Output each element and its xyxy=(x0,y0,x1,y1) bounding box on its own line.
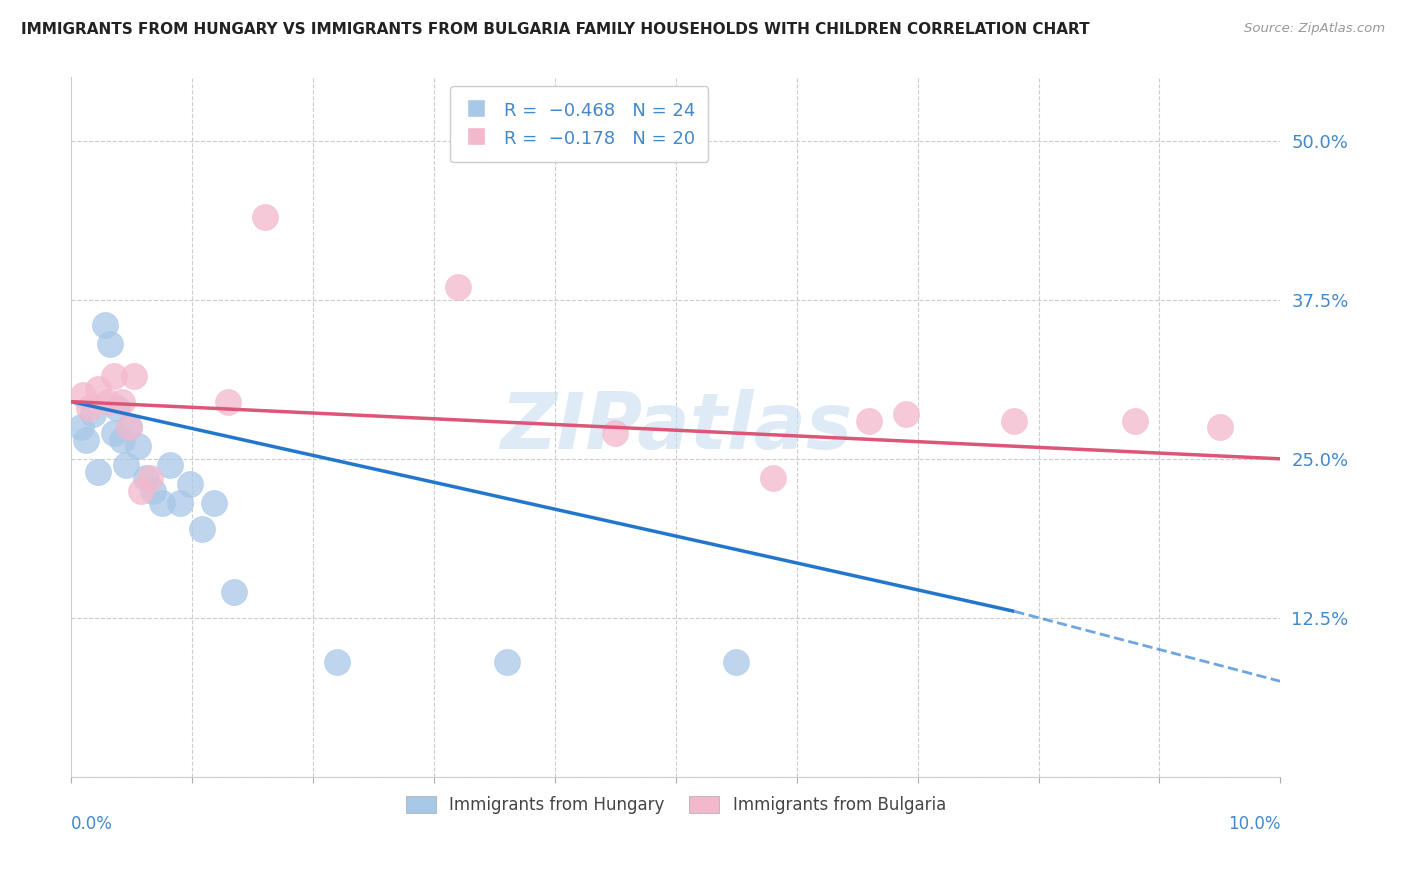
Point xyxy=(605,426,627,441)
Point xyxy=(142,483,165,498)
Point xyxy=(79,401,101,415)
Point xyxy=(202,496,225,510)
Text: Source: ZipAtlas.com: Source: ZipAtlas.com xyxy=(1244,22,1385,36)
Point xyxy=(118,420,141,434)
Point xyxy=(894,407,917,421)
Legend: Immigrants from Hungary, Immigrants from Bulgaria: Immigrants from Hungary, Immigrants from… xyxy=(399,789,953,821)
Point xyxy=(111,433,134,447)
Text: 10.0%: 10.0% xyxy=(1227,815,1281,833)
Point xyxy=(70,420,93,434)
Point xyxy=(94,318,117,333)
Point xyxy=(217,394,239,409)
Text: IMMIGRANTS FROM HUNGARY VS IMMIGRANTS FROM BULGARIA FAMILY HOUSEHOLDS WITH CHILD: IMMIGRANTS FROM HUNGARY VS IMMIGRANTS FR… xyxy=(21,22,1090,37)
Point xyxy=(191,522,214,536)
Point xyxy=(87,382,110,396)
Point xyxy=(122,369,145,384)
Point xyxy=(103,426,125,441)
Point xyxy=(725,655,748,669)
Point xyxy=(72,388,94,402)
Point xyxy=(224,585,246,599)
Point xyxy=(105,401,128,415)
Point xyxy=(103,369,125,384)
Point xyxy=(82,407,104,421)
Point xyxy=(159,458,181,472)
Text: 0.0%: 0.0% xyxy=(72,815,112,833)
Point xyxy=(761,471,783,485)
Point xyxy=(326,655,349,669)
Point xyxy=(447,280,470,294)
Point xyxy=(131,483,153,498)
Point xyxy=(495,655,517,669)
Point xyxy=(111,394,134,409)
Point xyxy=(118,420,141,434)
Point xyxy=(1209,420,1232,434)
Point xyxy=(1002,414,1025,428)
Text: ZIPatlas: ZIPatlas xyxy=(499,389,852,465)
Point xyxy=(114,458,136,472)
Point xyxy=(150,496,173,510)
Point xyxy=(169,496,191,510)
Point xyxy=(179,477,201,491)
Point xyxy=(253,211,276,225)
Point xyxy=(87,465,110,479)
Point xyxy=(135,471,157,485)
Point xyxy=(96,394,118,409)
Point xyxy=(139,471,162,485)
Point xyxy=(98,337,121,351)
Point xyxy=(75,433,97,447)
Point xyxy=(127,439,149,453)
Point xyxy=(1123,414,1146,428)
Point xyxy=(858,414,880,428)
